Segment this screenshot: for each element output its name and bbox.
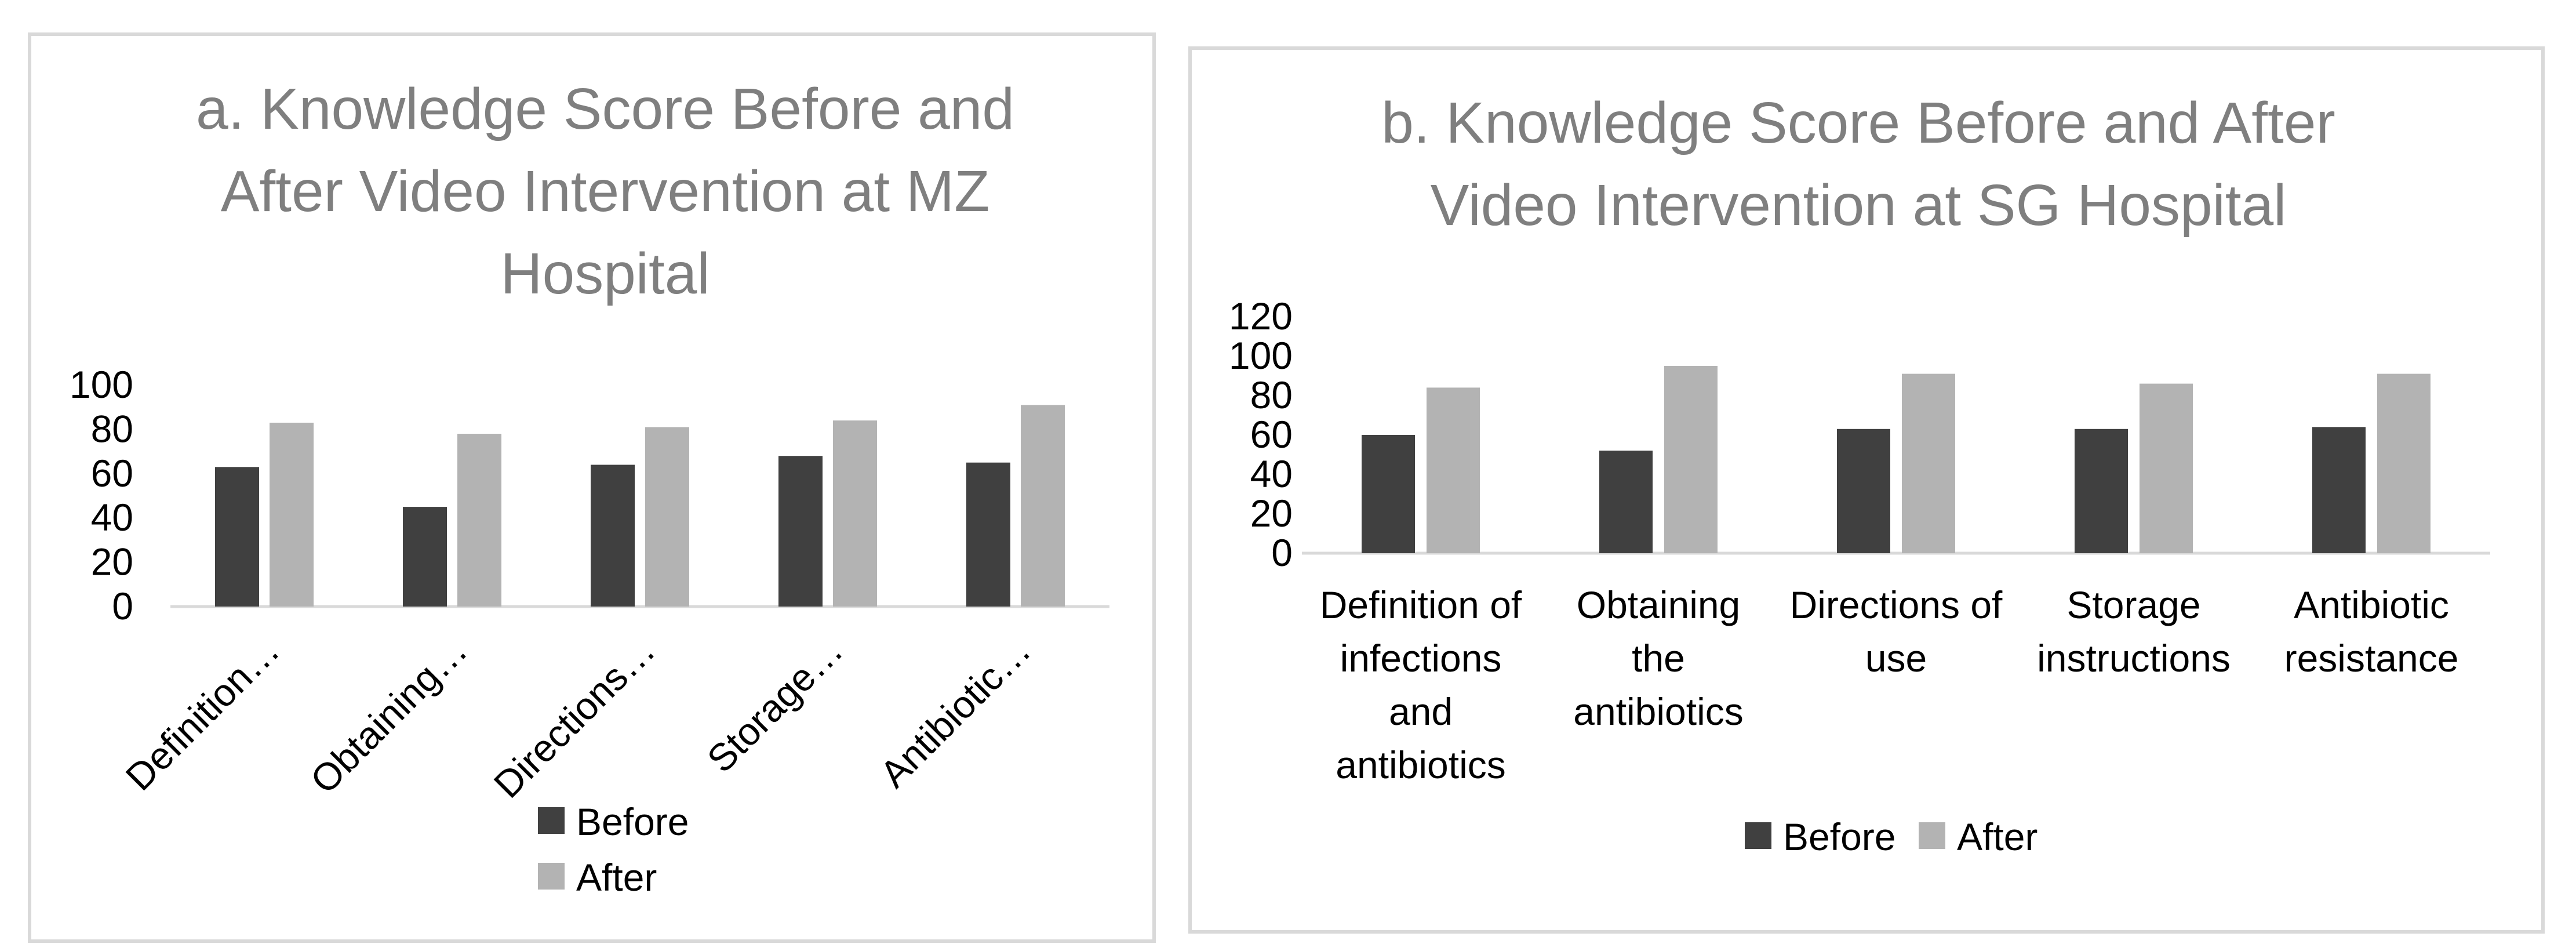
chart-b-svg: b. Knowledge Score Before and After Video… <box>1229 90 2490 858</box>
bar-after <box>1902 373 1955 553</box>
bar-before <box>215 467 259 607</box>
y-tick-label: 0 <box>1271 531 1293 574</box>
legend-swatch-after <box>1919 822 1945 849</box>
legend-label-before: Before <box>576 800 689 843</box>
y-tick-label: 80 <box>91 407 133 450</box>
x-category-label: Definition of infections and antibiotics <box>1320 583 1522 786</box>
bar-before <box>403 507 447 607</box>
bar-before <box>1362 435 1415 553</box>
bar-before <box>2312 427 2366 553</box>
chart-panel-b: b. Knowledge Score Before and After Video… <box>1188 46 2545 934</box>
bar-after <box>2140 383 2193 553</box>
bar-before <box>1837 429 1890 553</box>
x-category-label: Antibiotic… <box>872 629 1039 796</box>
x-category-label: Definition… <box>117 629 288 799</box>
bar-before <box>2075 429 2128 553</box>
x-category-label: Storage… <box>698 629 850 781</box>
y-tick-label: 60 <box>91 452 133 495</box>
legend-label-after: After <box>576 856 657 899</box>
bar-after <box>270 422 314 607</box>
y-tick-label: 20 <box>1250 492 1293 535</box>
legend-swatch-before <box>538 807 565 834</box>
x-category-label: Storage instructions <box>2037 583 2231 680</box>
y-tick-label: 80 <box>1250 373 1293 416</box>
bar-after <box>1021 405 1065 607</box>
legend-label-before: Before <box>1783 815 1895 858</box>
bar-after <box>645 427 689 607</box>
bar-before <box>966 462 1010 607</box>
bar-after <box>2377 373 2431 553</box>
bar-after <box>1664 366 1718 553</box>
y-tick-label: 60 <box>1250 413 1293 456</box>
y-tick-label: 120 <box>1229 295 1293 337</box>
bar-before <box>1599 451 1653 553</box>
chart-title: Hospital <box>500 241 710 306</box>
bar-after <box>833 420 877 607</box>
y-tick-label: 40 <box>1250 452 1293 495</box>
y-tick-label: 20 <box>91 540 133 583</box>
x-category-label: Directions of use <box>1790 583 2003 680</box>
bar-before <box>778 456 823 607</box>
legend-label-after: After <box>1957 815 2037 858</box>
x-category-label: Directions… <box>485 629 663 806</box>
x-category-label: Antibiotic resistance <box>2284 583 2459 680</box>
legend-swatch-before <box>1745 822 1771 849</box>
bar-after <box>457 434 501 607</box>
chart-title: After Video Intervention at MZ <box>221 159 990 224</box>
chart-title: a. Knowledge Score Before and <box>196 77 1014 141</box>
y-tick-label: 40 <box>91 496 133 539</box>
chart-a-svg: a. Knowledge Score Before and After Video… <box>70 77 1109 899</box>
y-tick-label: 100 <box>1229 334 1293 377</box>
bar-after <box>1427 387 1480 553</box>
legend-swatch-after <box>538 863 565 890</box>
x-category-label: Obtaining the antibiotics <box>1573 583 1744 733</box>
chart-title: Video Intervention at SG Hospital <box>1431 173 2287 238</box>
chart-title: b. Knowledge Score Before and After <box>1381 90 2335 155</box>
chart-panel-a: a. Knowledge Score Before and After Video… <box>28 32 1156 943</box>
y-tick-label: 100 <box>70 363 133 406</box>
bar-before <box>591 464 635 607</box>
y-tick-label: 0 <box>112 585 133 627</box>
x-category-label: Obtaining… <box>302 629 475 802</box>
